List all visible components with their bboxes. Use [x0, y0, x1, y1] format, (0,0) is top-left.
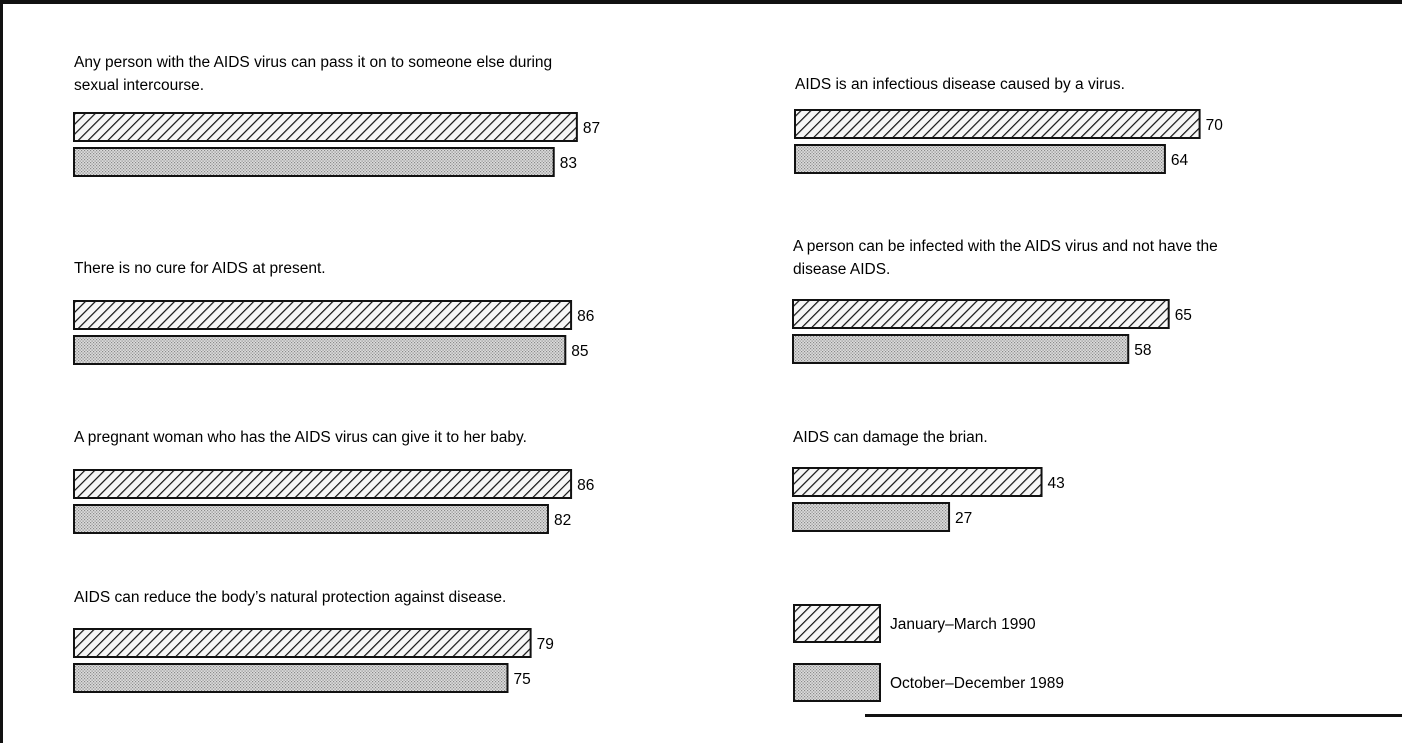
value-label: 70 [1206, 117, 1224, 134]
question-label: A person can be infected with the AIDS v… [793, 238, 1218, 255]
value-label: 87 [583, 120, 600, 137]
bar-jan-mar-1990 [73, 300, 573, 330]
bar-jan-mar-1990 [73, 628, 532, 658]
value-label: 65 [1175, 307, 1192, 324]
question-label: AIDS can reduce the body’s natural prote… [74, 589, 506, 606]
legend-swatch-dotted [793, 663, 881, 702]
legend-label: October–December 1989 [890, 675, 1064, 692]
value-label: 64 [1171, 152, 1189, 169]
legend: January–March 1990 October–December 1989 [793, 604, 1064, 702]
question-group-7: AIDS can damage the brian. 43 27 [792, 429, 1065, 532]
bar-oct-dec-1989 [73, 147, 555, 177]
question-group-2: There is no cure for AIDS at present. 86 8… [73, 260, 594, 365]
value-label: 83 [560, 155, 577, 172]
bar-jan-mar-1990 [792, 299, 1170, 329]
question-label: AIDS is an infectious disease caused by … [795, 76, 1125, 93]
question-label: AIDS can damage the brian. [793, 429, 988, 446]
bar-oct-dec-1989 [794, 144, 1166, 174]
question-group-6: A person can be infected with the AIDS v… [792, 238, 1218, 364]
bar-oct-dec-1989 [792, 334, 1130, 364]
bar-oct-dec-1989 [73, 663, 509, 693]
value-label: 86 [577, 477, 594, 494]
value-label: 58 [1134, 342, 1151, 359]
bar-oct-dec-1989 [73, 335, 567, 365]
bar-jan-mar-1990 [792, 467, 1043, 497]
bar-oct-dec-1989 [792, 502, 951, 532]
value-label: 27 [955, 510, 972, 527]
legend-label: January–March 1990 [890, 616, 1036, 633]
value-label: 82 [554, 512, 571, 529]
bars-layer: Any person with the AIDS virus can pass … [73, 54, 1224, 693]
bar-oct-dec-1989 [73, 504, 549, 534]
value-label: 79 [537, 636, 554, 653]
question-group-1: Any person with the AIDS virus can pass … [73, 54, 600, 177]
value-label: 86 [577, 308, 594, 325]
question-group-4: AIDS can reduce the body’s natural prote… [73, 589, 554, 693]
bar-jan-mar-1990 [73, 469, 573, 499]
value-label: 85 [571, 343, 588, 360]
frame-bottom-rule [865, 714, 1402, 717]
legend-swatch-hatched [793, 604, 881, 643]
question-group-5: AIDS is an infectious disease caused by … [794, 76, 1224, 174]
value-label: 43 [1048, 475, 1065, 492]
question-label: sexual intercourse. [74, 77, 204, 94]
question-group-3: A pregnant woman who has the AIDS virus … [73, 429, 594, 534]
question-label: Any person with the AIDS virus can pass … [74, 54, 552, 71]
question-label: There is no cure for AIDS at present. [74, 260, 326, 277]
bar-jan-mar-1990 [794, 109, 1201, 139]
question-label: A pregnant woman who has the AIDS virus … [74, 429, 527, 446]
bar-jan-mar-1990 [73, 112, 578, 142]
value-label: 75 [514, 671, 531, 688]
question-label: disease AIDS. [793, 261, 890, 278]
